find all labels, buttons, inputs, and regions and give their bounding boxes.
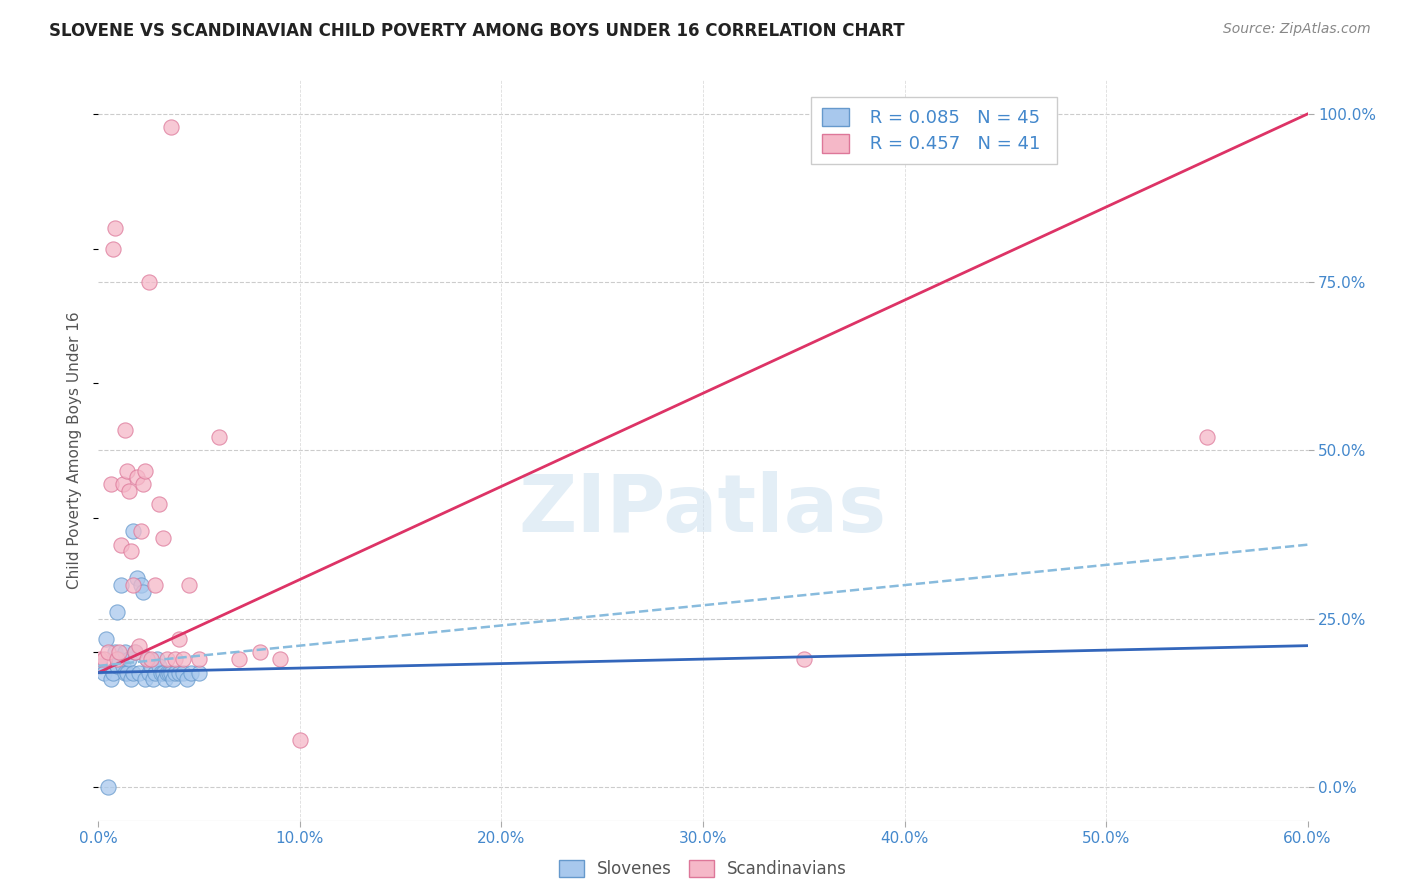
Point [135, 652, 157, 666]
Point [142, 673, 165, 687]
Point [114, 645, 136, 659]
Point [110, 578, 132, 592]
Point [107, 645, 129, 659]
Point [107, 652, 129, 666]
Point [179, 578, 201, 592]
Point [101, 665, 124, 680]
Point [111, 658, 134, 673]
Text: ZIPatlas: ZIPatlas [519, 471, 887, 549]
Point [160, 120, 183, 135]
Point [128, 665, 150, 680]
Point [100, 673, 122, 687]
Point [134, 464, 156, 478]
Point [176, 673, 198, 687]
Point [124, 645, 146, 659]
Point [125, 571, 148, 585]
Point [129, 578, 152, 592]
Point [208, 430, 231, 444]
Point [105, 605, 128, 619]
Point [134, 673, 156, 687]
Point [115, 665, 138, 680]
Point [100, 477, 122, 491]
Point [156, 652, 179, 666]
Point [269, 652, 291, 666]
Point [93, 652, 115, 666]
Point [114, 665, 136, 680]
Point [132, 584, 155, 599]
Point [793, 652, 815, 666]
Point [188, 652, 211, 666]
Point [135, 652, 157, 666]
Point [103, 221, 125, 235]
Point [115, 464, 138, 478]
Point [172, 665, 194, 680]
Point [138, 665, 160, 680]
Legend: Slovenes, Scandinavians: Slovenes, Scandinavians [551, 852, 855, 887]
Point [111, 477, 134, 491]
Point [143, 665, 166, 680]
Point [160, 665, 183, 680]
Point [121, 578, 143, 592]
Point [167, 665, 190, 680]
Point [167, 632, 190, 646]
Point [129, 524, 152, 539]
Point [148, 497, 170, 511]
Point [249, 645, 271, 659]
Point [157, 665, 180, 680]
Point [93, 665, 115, 680]
Point [156, 665, 179, 680]
Point [149, 665, 172, 680]
Y-axis label: Child Poverty Among Boys Under 16: Child Poverty Among Boys Under 16 [67, 311, 83, 590]
Point [121, 665, 143, 680]
Point [139, 658, 162, 673]
Point [128, 639, 150, 653]
Point [105, 652, 128, 666]
Point [163, 652, 186, 666]
Point [152, 531, 174, 545]
Text: Source: ZipAtlas.com: Source: ZipAtlas.com [1223, 22, 1371, 37]
Point [125, 470, 148, 484]
Point [97, 645, 120, 659]
Point [89, 652, 111, 666]
Point [114, 423, 136, 437]
Point [153, 673, 176, 687]
Point [152, 665, 174, 680]
Point [143, 578, 166, 592]
Point [120, 673, 142, 687]
Point [101, 242, 124, 256]
Point [105, 658, 128, 673]
Point [162, 673, 184, 687]
Point [163, 665, 186, 680]
Point [148, 658, 170, 673]
Point [96, 632, 118, 646]
Text: SLOVENE VS SCANDINAVIAN CHILD POVERTY AMONG BOYS UNDER 16 CORRELATION CHART: SLOVENE VS SCANDINAVIAN CHILD POVERTY AM… [49, 22, 905, 40]
Point [172, 652, 194, 666]
Point [103, 645, 125, 659]
Point [288, 732, 311, 747]
Point [146, 652, 169, 666]
Point [89, 658, 111, 673]
Point [188, 665, 211, 680]
Point [118, 652, 141, 666]
Point [120, 544, 142, 558]
Point [121, 524, 143, 539]
Point [97, 780, 120, 794]
Point [180, 665, 202, 680]
Point [110, 538, 132, 552]
Point [132, 477, 155, 491]
Point [124, 645, 146, 659]
Point [138, 275, 160, 289]
Point [139, 652, 162, 666]
Point [1195, 430, 1218, 444]
Point [228, 652, 250, 666]
Point [118, 483, 141, 498]
